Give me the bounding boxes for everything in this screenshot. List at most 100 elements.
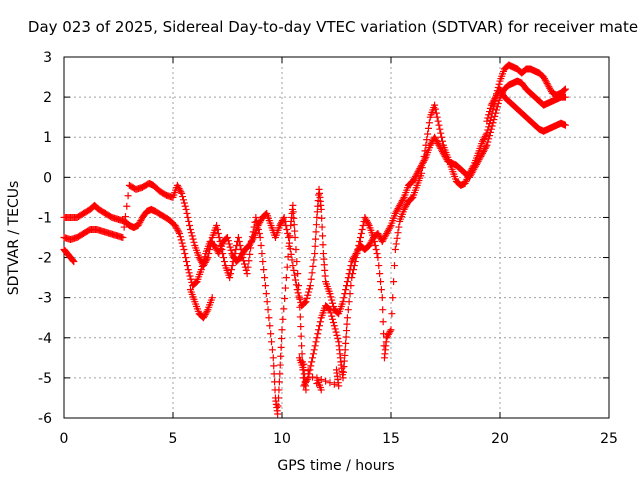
data-point-trace-a	[340, 294, 348, 302]
data-point-trace-b	[330, 322, 338, 330]
data-point-trace-b	[376, 270, 384, 278]
data-point-trace-b	[177, 188, 185, 196]
data-point-trace-b	[244, 263, 252, 271]
data-point-trace-c	[300, 360, 308, 368]
data-point-trace-a	[318, 223, 326, 231]
y-tick-label: 2	[43, 90, 52, 106]
data-point-trace-b	[179, 196, 187, 204]
data-point-trace-b	[390, 278, 398, 286]
data-point-trace-b	[266, 322, 274, 330]
data-point-trace-a	[281, 217, 289, 225]
data-point-trace-b	[206, 246, 214, 254]
data-point-trace-b	[237, 246, 245, 254]
data-point-trace-b	[395, 223, 403, 231]
data-point-trace-a	[317, 205, 325, 213]
data-point-trace-b	[206, 242, 214, 250]
data-point-trace-b	[238, 250, 246, 258]
data-point-trace-a	[225, 240, 233, 248]
data-point-trace-a	[185, 269, 193, 277]
data-point-trace-b	[418, 164, 426, 172]
data-point-trace-b	[312, 338, 320, 346]
data-point-trace-b	[356, 234, 364, 241]
data-point-trace-b	[561, 85, 569, 93]
y-tick-label: -3	[38, 291, 52, 307]
data-point-trace-b	[315, 326, 323, 334]
y-tick-label: 1	[43, 130, 52, 146]
data-point-trace-b	[298, 342, 306, 350]
data-point-trace-b	[123, 202, 131, 210]
data-point-trace-a	[291, 271, 299, 279]
data-point-trace-a	[319, 232, 327, 240]
data-point-trace-b	[178, 189, 186, 197]
data-point-trace-b	[391, 246, 399, 254]
data-point-trace-a	[301, 298, 309, 306]
chart-title: Day 023 of 2025, Sidereal Day-to-day VTE…	[28, 18, 638, 36]
data-point-trace-b	[352, 254, 360, 262]
data-point-trace-b	[262, 290, 270, 298]
data-point-trace-b	[418, 169, 426, 177]
data-point-trace-b	[216, 238, 224, 246]
data-point-trace-b	[249, 228, 257, 236]
data-point-trace-a	[290, 266, 298, 274]
y-axis-label: SDTVAR / TECUs	[6, 181, 22, 296]
y-tick-label: 3	[43, 50, 52, 66]
data-point-trace-b	[392, 240, 400, 248]
data-point-trace-a	[177, 236, 185, 244]
data-point-trace-b	[329, 319, 337, 327]
data-point-trace-b	[276, 361, 284, 369]
data-point-trace-b	[387, 326, 395, 334]
data-point-trace-c	[326, 379, 334, 387]
data-point-trace-b	[219, 250, 227, 258]
data-point-trace-b	[370, 234, 378, 241]
data-point-trace-b	[289, 201, 297, 209]
data-point-trace-a	[183, 262, 191, 270]
data-point-trace-b	[120, 223, 128, 231]
data-point-trace-a	[293, 286, 301, 294]
data-point-trace-b	[218, 246, 226, 254]
data-point-trace-b	[434, 117, 442, 125]
data-point-trace-b	[260, 266, 268, 274]
data-point-trace-b	[119, 234, 127, 241]
data-point-trace-b	[267, 330, 275, 338]
data-point-trace-b	[425, 119, 433, 127]
data-point-trace-b	[121, 213, 129, 221]
data-point-trace-c	[186, 286, 194, 294]
x-tick-label: 25	[600, 431, 618, 447]
data-point-trace-b	[283, 263, 291, 271]
data-point-trace-b	[350, 262, 358, 270]
data-point-trace-a	[227, 246, 235, 254]
data-point-trace-b	[355, 242, 363, 250]
data-point-trace-b	[259, 258, 267, 266]
data-point-trace-b	[278, 335, 286, 343]
data-point-trace-b	[432, 109, 440, 117]
data-point-trace-b	[364, 220, 372, 228]
data-point-trace-a	[292, 276, 300, 284]
data-point-trace-b	[290, 221, 298, 229]
data-point-trace-b	[252, 213, 260, 221]
data-point-trace-b	[379, 306, 387, 314]
data-point-trace-a	[312, 221, 320, 229]
data-point-trace-b	[292, 246, 300, 254]
data-point-trace-b	[309, 350, 317, 358]
data-point-trace-b	[220, 258, 228, 266]
data-point-trace-b	[286, 232, 294, 240]
data-point-trace-b	[314, 330, 322, 338]
data-point-trace-b	[297, 332, 305, 340]
data-point-trace-a	[182, 254, 190, 262]
data-point-trace-b	[289, 208, 297, 216]
data-point-trace-a	[187, 275, 195, 283]
data-point-trace-a	[310, 256, 318, 264]
tick-marks	[63, 56, 610, 419]
data-point-trace-b	[389, 294, 397, 302]
data-point-trace-b	[374, 254, 382, 262]
data-point-trace-a	[289, 262, 297, 270]
data-point-trace-b	[203, 255, 211, 263]
data-point-trace-b	[295, 282, 303, 290]
data-point-trace-b	[180, 199, 188, 207]
data-point-trace-b	[379, 318, 387, 326]
data-point-trace-b	[388, 310, 396, 318]
data-point-trace-b	[390, 262, 398, 270]
data-point-trace-b	[307, 362, 315, 370]
data-point-trace-b	[231, 250, 239, 258]
data-point-trace-b	[257, 242, 265, 250]
